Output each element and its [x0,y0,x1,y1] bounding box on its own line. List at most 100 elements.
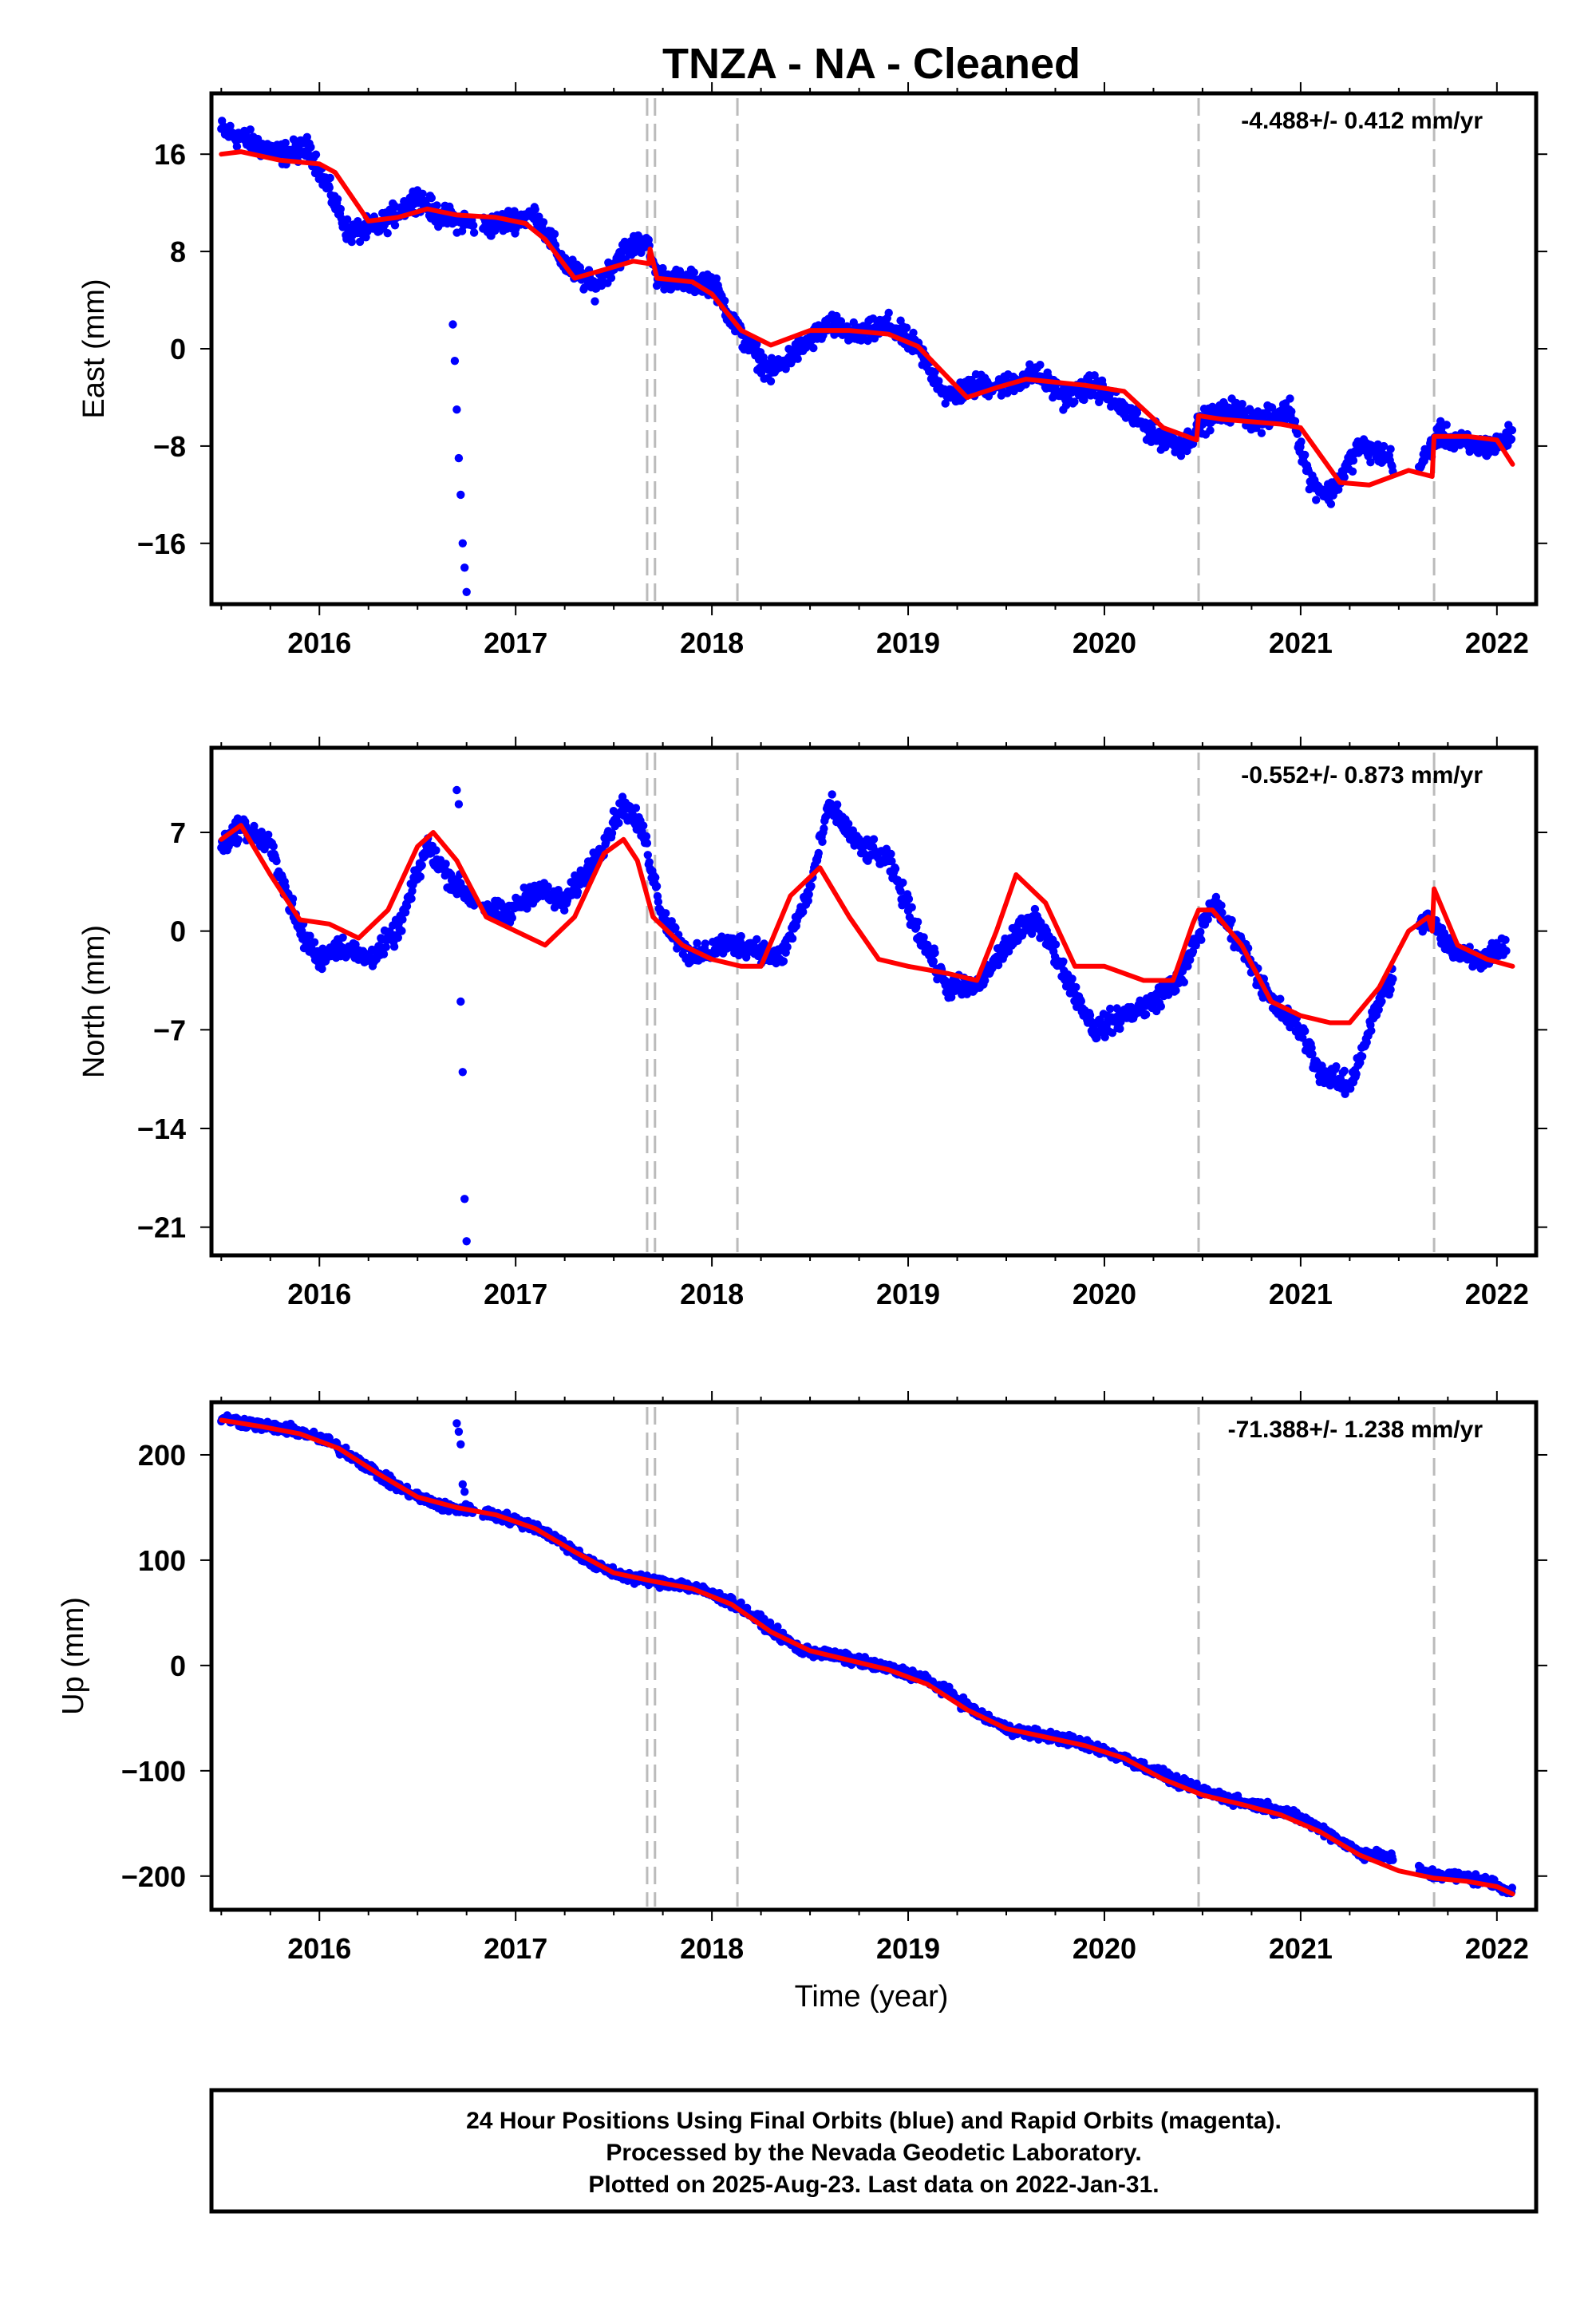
y-tick-label: 0 [170,333,186,366]
data-point [828,790,836,799]
data-point [869,835,879,844]
data-point [651,873,660,882]
data-point [919,933,928,942]
outlier-point [448,320,457,329]
data-point [1507,435,1516,444]
data-point [1156,1002,1166,1011]
data-point [336,204,345,214]
data-point [820,824,828,833]
data-point [1183,962,1192,970]
data-point [1436,417,1445,425]
data-point [306,931,314,940]
data-point [234,836,243,844]
data-point [381,943,390,951]
data-point [246,125,255,134]
data-point [347,237,356,247]
data-point [645,858,654,867]
y-tick-label: 0 [170,915,186,948]
outlier-point [460,1195,469,1203]
data-point [783,943,792,951]
data-point [1196,927,1205,936]
data-point [1036,361,1045,370]
data-point [642,832,651,841]
data-point [1203,915,1212,924]
data-point [1298,1034,1307,1042]
data-point [1112,1004,1121,1013]
data-point [849,318,859,327]
data-point [737,1598,745,1607]
data-point [793,354,802,363]
data-point [550,230,559,239]
data-point [1206,426,1215,435]
data-point [631,804,641,812]
data-point [1179,978,1189,987]
outlier-point [458,539,467,547]
x-tick-label: 2018 [680,1278,744,1310]
x-tick-label: 2019 [876,1278,940,1310]
outlier-point [456,997,465,1006]
data-point [913,918,922,927]
data-point [884,308,893,318]
data-point [720,296,729,306]
data-point [981,976,990,985]
data-point [844,820,853,828]
data-point [1059,957,1068,966]
data-point [1238,400,1246,409]
data-point [941,399,950,408]
figure-title: TNZA - NA - Cleaned [662,40,1080,88]
data-point [930,367,939,377]
data-points [217,117,1517,596]
data-point [407,894,416,903]
data-point [909,328,918,338]
data-point [508,913,516,923]
data-point [1389,974,1397,983]
data-point [1349,456,1358,465]
x-tick-label: 2017 [484,1278,547,1310]
data-point [1366,458,1375,467]
data-point [814,848,823,858]
data-point [1176,452,1186,460]
data-point [1334,485,1343,494]
data-point [1267,403,1277,412]
data-point [1308,1049,1317,1059]
data-point [904,895,914,903]
x-tick-label: 2020 [1073,1278,1136,1310]
data-point [1171,986,1180,995]
y-tick-label: 16 [154,138,186,171]
data-point [1290,417,1300,425]
outlier-point [458,1068,467,1077]
data-point [469,901,479,910]
data-point [432,846,440,855]
data-point [325,183,334,192]
data-point [288,895,298,903]
data-point [441,860,450,868]
plot-frame [209,91,1539,607]
data-point [836,317,846,326]
y-tick-label: −8 [153,430,186,463]
data-point [417,861,426,870]
data-point [1227,915,1236,925]
x-tick-label: 2022 [1465,1278,1529,1310]
data-point [1307,1043,1316,1053]
data-point [863,835,871,844]
data-point [310,938,319,947]
data-point [302,132,311,141]
data-point [408,887,417,895]
data-point [887,856,896,866]
data-point [1312,496,1321,504]
data-point [652,882,662,891]
data-point [1051,940,1061,949]
data-point [799,907,808,916]
outlier-point [462,587,471,596]
data-point [383,229,392,238]
data-point [560,906,569,915]
data-point [591,297,599,306]
data-point [818,837,827,847]
panel-2: 2016 2017 2018 2019 2020 2021 202270−7−14−21No… [77,737,1547,1310]
data-point [1348,467,1357,476]
data-point [326,173,334,183]
data-point [401,908,410,917]
data-point [523,904,531,913]
data-point [1003,389,1012,397]
data-point [539,218,548,227]
